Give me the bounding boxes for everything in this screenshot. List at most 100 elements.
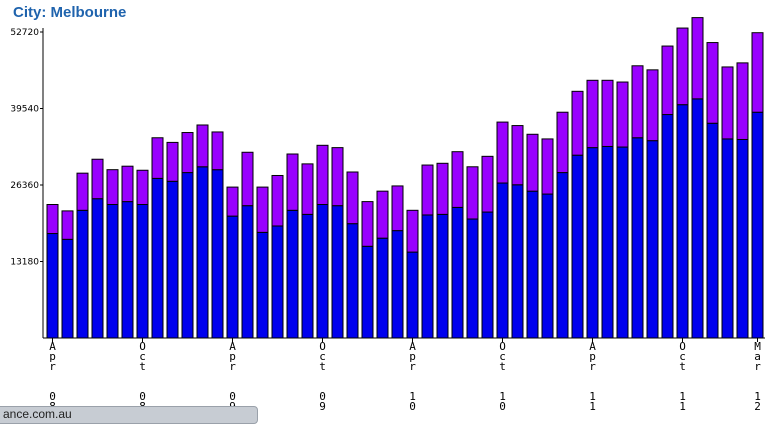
- bar-segment-series-1: [736, 138, 749, 339]
- bar-segment-series-1: [436, 213, 449, 339]
- bar-segment-series-2: [286, 153, 299, 211]
- bar-segment-series-2: [676, 27, 689, 106]
- bar-segment-series-2: [376, 190, 389, 239]
- bar-segment-series-2: [106, 169, 119, 206]
- bar-segment-series-1: [616, 146, 629, 339]
- bar-segment-series-1: [721, 138, 734, 339]
- bar-segment-series-2: [271, 174, 284, 227]
- bar-segment-series-1: [391, 230, 404, 339]
- bar-segment-series-1: [61, 238, 74, 339]
- bar-segment-series-2: [361, 201, 374, 247]
- bar-segment-series-1: [421, 214, 434, 339]
- bar-segment-series-1: [496, 182, 509, 339]
- bar-segment-series-1: [601, 145, 614, 339]
- bar-segment-series-2: [226, 186, 239, 217]
- bar-segment-series-1: [91, 198, 104, 339]
- bar-segment-series-2: [76, 172, 89, 211]
- bar-segment-series-1: [646, 140, 659, 339]
- bar-segment-series-2: [406, 209, 419, 253]
- bar-segment-series-1: [451, 206, 464, 339]
- bar-segment-series-2: [706, 42, 719, 124]
- bar-segment-series-2: [481, 155, 494, 213]
- bar-segment-series-1: [76, 209, 89, 339]
- bar-segment-series-1: [256, 231, 269, 339]
- bar-segment-series-2: [166, 141, 179, 182]
- bar-segment-series-2: [91, 158, 104, 200]
- bar-segment-series-2: [526, 133, 539, 192]
- bar-segment-series-1: [586, 147, 599, 339]
- bar-segment-series-1: [196, 166, 209, 339]
- bar-segment-series-1: [751, 111, 764, 339]
- bar-segment-series-1: [661, 114, 674, 339]
- bar-segment-series-1: [361, 245, 374, 339]
- y-tick-label: 13180: [10, 258, 39, 268]
- bar-segment-series-2: [646, 69, 659, 142]
- bar-segment-series-2: [181, 132, 194, 174]
- bar-segment-series-1: [676, 104, 689, 339]
- bar-segment-series-1: [181, 172, 194, 339]
- bar-segment-series-2: [196, 124, 209, 168]
- bar-segment-series-2: [466, 166, 479, 220]
- bar-segment-series-2: [691, 17, 704, 100]
- status-bar-url: ance.com.au: [0, 406, 258, 424]
- bar-segment-series-1: [301, 213, 314, 339]
- bar-segment-series-1: [706, 122, 719, 339]
- bar-segment-series-2: [661, 45, 674, 116]
- bar-segment-series-2: [316, 144, 329, 206]
- bar-segment-series-2: [511, 125, 524, 186]
- bar-segment-series-2: [121, 165, 134, 203]
- bar-segment-series-2: [541, 138, 554, 195]
- bar-segment-series-1: [286, 209, 299, 339]
- bar-segment-series-2: [331, 147, 344, 207]
- bar-segment-series-2: [421, 164, 434, 216]
- bar-segment-series-1: [376, 237, 389, 339]
- bar-segment-series-1: [106, 204, 119, 339]
- bar-segment-series-2: [451, 151, 464, 208]
- bar-segment-series-2: [46, 204, 59, 235]
- bar-segment-series-2: [241, 151, 254, 207]
- bar-segment-series-2: [151, 137, 164, 179]
- bar-segment-series-1: [136, 204, 149, 339]
- bar-segment-series-1: [211, 169, 224, 339]
- bar-segment-series-1: [406, 251, 419, 339]
- bar-segment-series-1: [241, 205, 254, 339]
- bar-segment-series-1: [526, 190, 539, 339]
- bar-segment-series-2: [556, 111, 569, 174]
- bar-segment-series-1: [316, 204, 329, 339]
- bar-segment-series-1: [511, 184, 524, 339]
- bar-segment-series-1: [271, 225, 284, 339]
- bar-segment-series-1: [556, 172, 569, 339]
- x-tick-label: Apr 09: [229, 340, 236, 413]
- bar-segment-series-1: [166, 180, 179, 339]
- bar-segment-series-2: [211, 131, 224, 171]
- bar-segment-series-1: [226, 215, 239, 339]
- bar-segment-series-1: [541, 193, 554, 339]
- chart-title: City: Melbourne: [13, 4, 127, 21]
- bar-segment-series-2: [436, 162, 449, 215]
- bar-segment-series-1: [331, 205, 344, 339]
- bar-segment-series-2: [736, 62, 749, 140]
- bar-segment-series-1: [121, 201, 134, 339]
- bar-segment-series-2: [601, 79, 614, 147]
- bar-segment-series-2: [751, 32, 764, 113]
- bar-segment-series-2: [586, 79, 599, 149]
- y-tick-label: 52720: [10, 28, 39, 38]
- bar-segment-series-2: [346, 171, 359, 225]
- bar-segment-series-2: [61, 210, 74, 240]
- y-tick-label: 39540: [10, 105, 39, 115]
- bar-segment-series-2: [631, 65, 644, 139]
- bar-segment-series-1: [151, 177, 164, 339]
- bar-segment-series-1: [691, 98, 704, 339]
- bar-segment-series-2: [391, 185, 404, 232]
- bar-segment-series-2: [136, 169, 149, 206]
- bar-segment-series-2: [301, 163, 314, 215]
- bar-segment-series-2: [256, 186, 269, 233]
- y-tick-label: 26360: [10, 181, 39, 191]
- bar-segment-series-1: [631, 137, 644, 339]
